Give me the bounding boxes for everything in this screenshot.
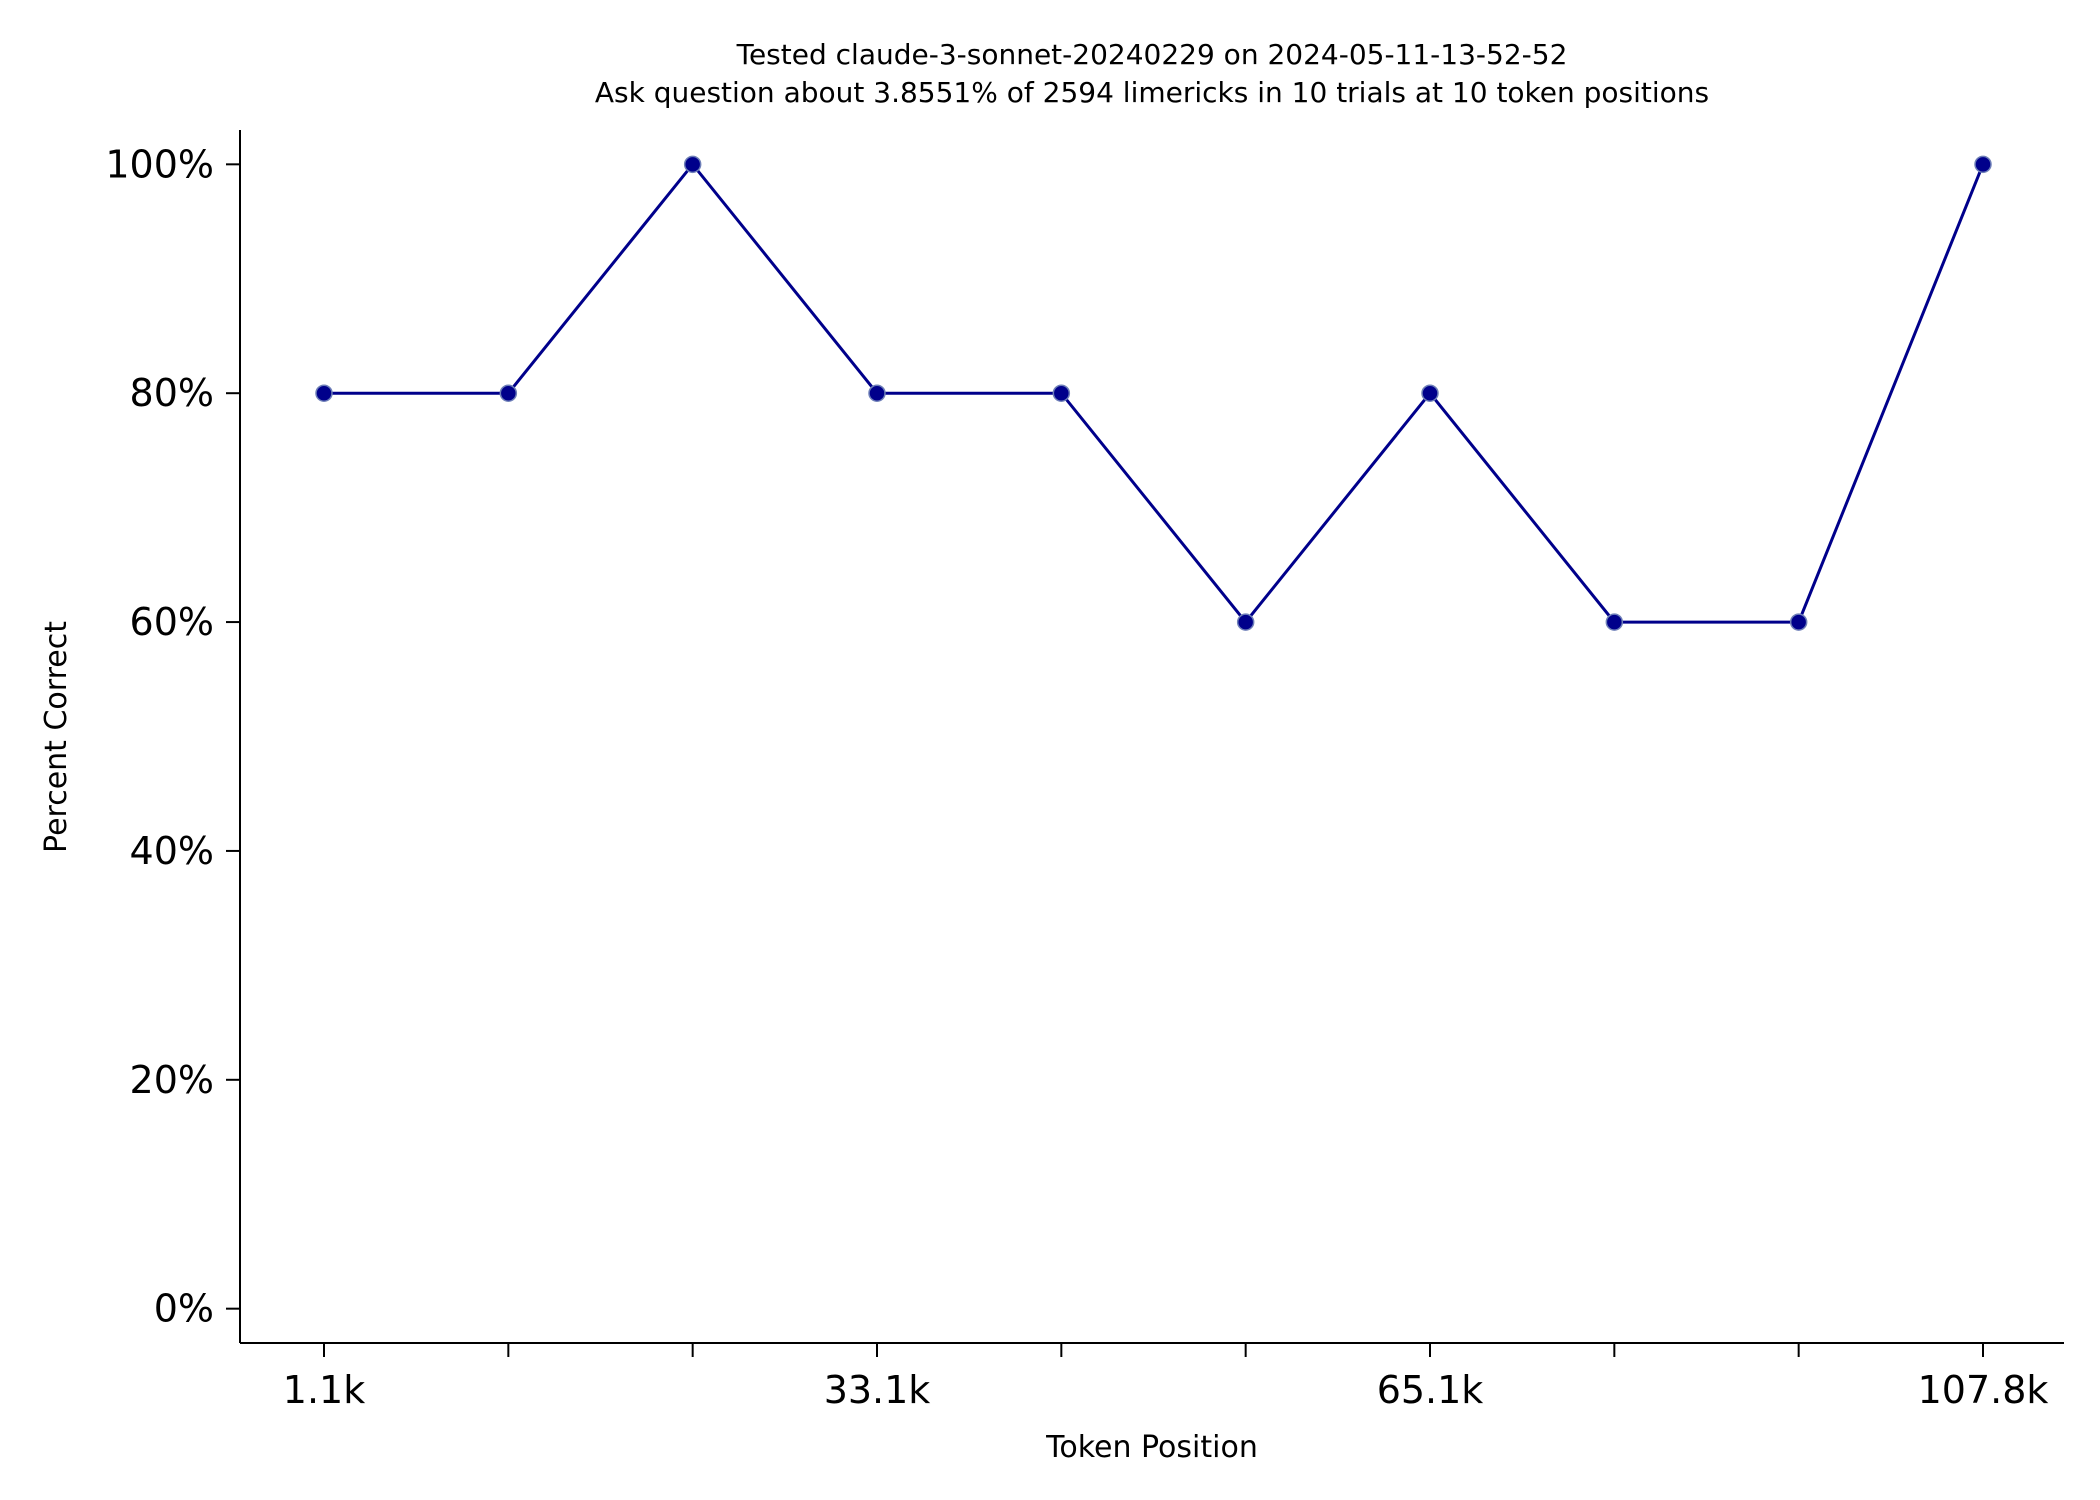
series-line [324,161,1985,625]
data-point [868,384,886,402]
series-layer [315,155,1992,631]
y-tick-label: 0% [154,1287,214,1331]
y-tick-label: 40% [130,829,214,873]
chart-subtitle: Ask question about 3.8551% of 2594 limer… [595,76,1709,109]
data-point [1052,384,1071,402]
chart-title: Tested claude-3-sonnet-20240229 on 2024-… [736,38,1568,71]
x-tick-label: 107.8k [1918,1368,2049,1412]
y-tick-label: 60% [130,600,214,644]
data-point [1974,155,1992,174]
data-point [1236,613,1255,631]
x-tick-label: 1.1k [283,1368,365,1412]
y-tick-label: 100% [105,142,214,186]
x-tick-label: 33.1k [824,1368,931,1412]
data-point [1421,384,1439,402]
x-axis-label: Token Position [1045,1430,1258,1465]
y-axis-label: Percent Correct [39,621,74,853]
data-point [1789,613,1808,631]
y-tick-label: 20% [130,1058,214,1102]
data-point [315,384,333,402]
x-tick-label: 65.1k [1377,1368,1484,1412]
y-tick-label: 80% [130,371,214,415]
x-axis-ticks: 1.1k 33.1k 65.1k 107.8k [283,1343,2049,1412]
data-point [1605,613,1624,631]
y-axis-ticks: 0% 20% 40% 60% 80% 100% [105,142,240,1331]
data-point [683,155,702,174]
data-point [499,384,518,402]
